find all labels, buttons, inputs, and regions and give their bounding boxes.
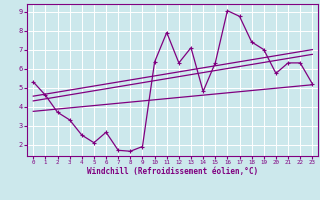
X-axis label: Windchill (Refroidissement éolien,°C): Windchill (Refroidissement éolien,°C) xyxy=(87,167,258,176)
